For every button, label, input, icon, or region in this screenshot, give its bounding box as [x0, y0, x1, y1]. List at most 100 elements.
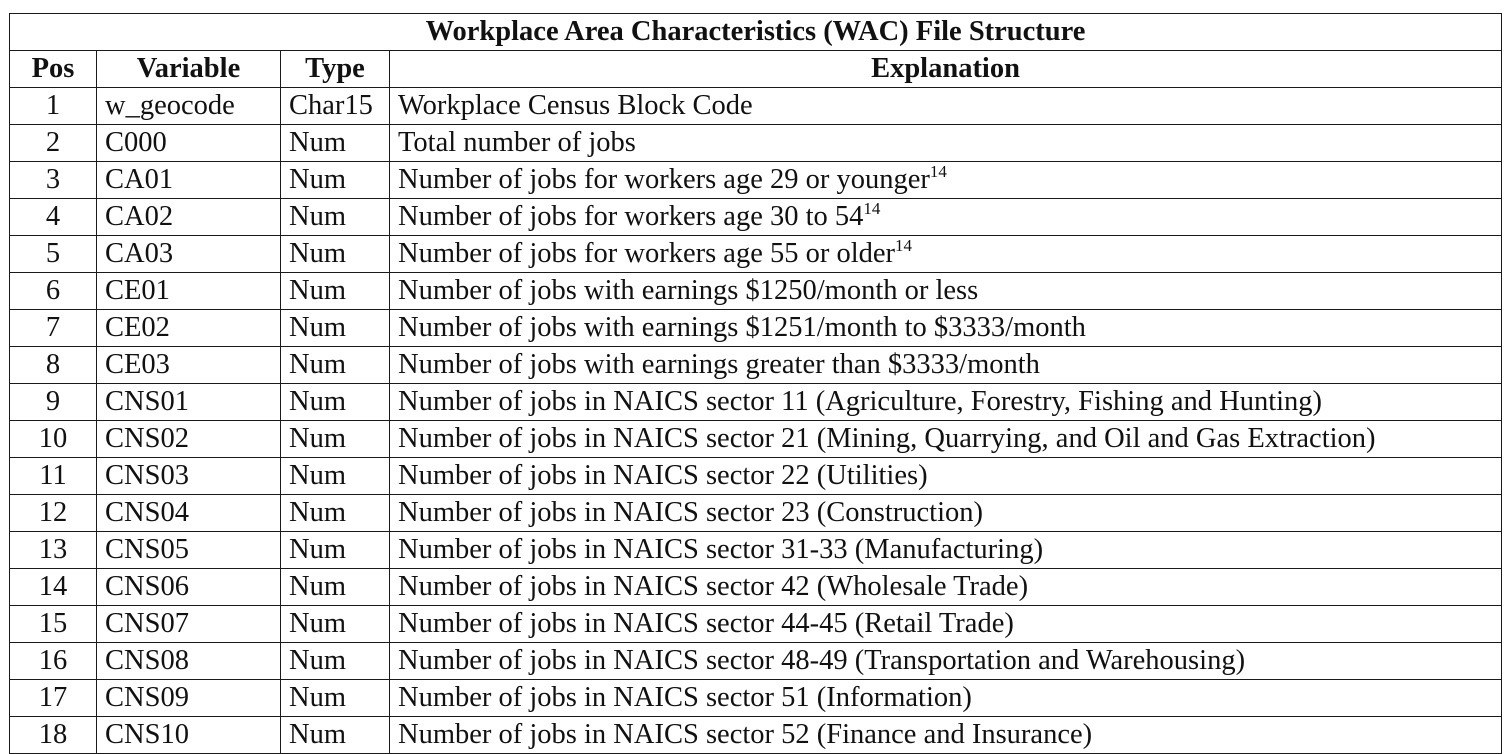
cell-pos: 11	[9, 457, 97, 495]
table-header-row: Pos Variable Type Explanation	[9, 50, 1503, 88]
cell-pos: 3	[9, 161, 97, 199]
cell-variable: C000	[96, 124, 281, 162]
cell-variable: CA03	[96, 235, 281, 273]
cell-type: Num	[280, 457, 390, 495]
cell-explanation: Number of jobs with earnings greater tha…	[388, 346, 1503, 384]
cell-pos: 4	[9, 198, 97, 236]
cell-type: Num	[280, 346, 390, 384]
explanation-text: Number of jobs in NAICS sector 42 (Whole…	[398, 571, 1029, 602]
cell-type: Num	[280, 309, 390, 347]
table-row: 17 CNS09 Num Number of jobs in NAICS sector…	[9, 679, 1503, 717]
table-row: 1 w_geocode Char15 Workplace Census Block C…	[9, 87, 1503, 125]
table-row: 8 CE03 Num Number of jobs with earnings gre…	[9, 346, 1503, 384]
table-title: Workplace Area Characteristics (WAC) Fil…	[8, 13, 1503, 51]
table-body: 1 w_geocode Char15 Workplace Census Block C…	[9, 87, 1503, 754]
explanation-text: Number of jobs for workers age 29 or you…	[398, 164, 930, 195]
cell-explanation: Number of jobs in NAICS sector 52 (Finan…	[388, 716, 1503, 754]
column-header-explanation: Explanation	[388, 50, 1503, 88]
footnote-ref: 14	[863, 199, 881, 218]
cell-explanation: Number of jobs with earnings $1250/month…	[388, 272, 1503, 310]
column-header-pos: Pos	[9, 50, 97, 88]
explanation-text: Number of jobs in NAICS sector 44-45 (Re…	[398, 608, 1014, 639]
cell-explanation: Workplace Census Block Code	[388, 87, 1503, 125]
table-row: 2 C000 Num Total number of jobs	[9, 124, 1503, 162]
cell-pos: 8	[9, 346, 97, 384]
explanation-text: Number of jobs in NAICS sector 21 (Minin…	[398, 423, 1376, 454]
table-row: 3 CA01 Num Number of jobs for workers age 2…	[9, 161, 1503, 199]
explanation-text: Number of jobs for workers age 30 to 54	[398, 201, 864, 232]
cell-explanation: Number of jobs in NAICS sector 21 (Minin…	[388, 420, 1503, 458]
cell-type: Num	[280, 716, 390, 754]
cell-explanation: Total number of jobs	[388, 124, 1503, 162]
table-row: 14 CNS06 Num Number of jobs in NAICS sector…	[9, 568, 1503, 606]
document-page: Workplace Area Characteristics (WAC) Fil…	[8, 13, 1503, 754]
cell-pos: 12	[9, 494, 97, 532]
cell-type: Num	[280, 198, 390, 236]
explanation-text: Number of jobs in NAICS sector 31-33 (Ma…	[398, 534, 1044, 565]
table-title-row: Workplace Area Characteristics (WAC) Fil…	[8, 13, 1503, 51]
cell-pos: 9	[9, 383, 97, 421]
cell-type: Num	[280, 679, 390, 717]
cell-variable: CE01	[96, 272, 281, 310]
cell-type: Num	[280, 161, 390, 199]
cell-explanation: Number of jobs in NAICS sector 48-49 (Tr…	[388, 642, 1503, 680]
column-header-type: Type	[280, 50, 390, 88]
cell-pos: 10	[9, 420, 97, 458]
cell-type: Num	[280, 272, 390, 310]
cell-pos: 18	[9, 716, 97, 754]
cell-variable: CNS08	[96, 642, 281, 680]
cell-explanation: Number of jobs in NAICS sector 44-45 (Re…	[388, 605, 1503, 643]
cell-variable: CA02	[96, 198, 281, 236]
explanation-text: Number of jobs with earnings greater tha…	[398, 349, 1040, 380]
cell-variable: CE02	[96, 309, 281, 347]
cell-explanation: Number of jobs with earnings $1251/month…	[388, 309, 1503, 347]
table-row: 9 CNS01 Num Number of jobs in NAICS sector …	[9, 383, 1503, 421]
table-row: 12 CNS04 Num Number of jobs in NAICS sector…	[9, 494, 1503, 532]
cell-pos: 6	[9, 272, 97, 310]
footnote-ref: 14	[895, 236, 913, 255]
cell-type: Num	[280, 531, 390, 569]
cell-variable: CA01	[96, 161, 281, 199]
cell-variable: CNS06	[96, 568, 281, 606]
footnote-ref: 14	[929, 162, 947, 181]
explanation-text: Number of jobs for workers age 55 or old…	[398, 238, 896, 269]
cell-variable: CNS02	[96, 420, 281, 458]
table-row: 4 CA02 Num Number of jobs for workers age 3…	[9, 198, 1503, 236]
cell-explanation: Number of jobs for workers age 30 to 541…	[388, 198, 1503, 236]
explanation-text: Number of jobs in NAICS sector 11 (Agric…	[398, 386, 1323, 417]
explanation-text: Workplace Census Block Code	[398, 90, 753, 121]
cell-variable: CNS01	[96, 383, 281, 421]
explanation-text: Number of jobs with earnings $1250/month…	[398, 275, 979, 306]
cell-pos: 5	[9, 235, 97, 273]
explanation-text: Number of jobs with earnings $1251/month…	[398, 312, 1086, 343]
wac-file-structure-table: Workplace Area Characteristics (WAC) Fil…	[8, 13, 1503, 754]
cell-explanation: Number of jobs in NAICS sector 23 (Const…	[388, 494, 1503, 532]
cell-variable: CE03	[96, 346, 281, 384]
table-row: 15 CNS07 Num Number of jobs in NAICS sector…	[9, 605, 1503, 643]
cell-type: Num	[280, 568, 390, 606]
cell-variable: CNS07	[96, 605, 281, 643]
cell-type: Num	[280, 494, 390, 532]
table-row: 18 CNS10 Num Number of jobs in NAICS sector…	[9, 716, 1503, 754]
cell-pos: 14	[9, 568, 97, 606]
table-row: 7 CE02 Num Number of jobs with earnings $12…	[9, 309, 1503, 347]
cell-variable: CNS09	[96, 679, 281, 717]
cell-type: Num	[280, 124, 390, 162]
cell-type: Num	[280, 383, 390, 421]
cell-pos: 7	[9, 309, 97, 347]
cell-type: Num	[280, 642, 390, 680]
cell-pos: 13	[9, 531, 97, 569]
cell-explanation: Number of jobs in NAICS sector 51 (Infor…	[388, 679, 1503, 717]
explanation-text: Number of jobs in NAICS sector 48-49 (Tr…	[398, 645, 1246, 676]
table-row: 10 CNS02 Num Number of jobs in NAICS sector…	[9, 420, 1503, 458]
cell-explanation: Number of jobs for workers age 55 or old…	[388, 235, 1503, 273]
explanation-text: Number of jobs in NAICS sector 23 (Const…	[398, 497, 983, 528]
table-row: 6 CE01 Num Number of jobs with earnings $12…	[9, 272, 1503, 310]
table-row: 13 CNS05 Num Number of jobs in NAICS sector…	[9, 531, 1503, 569]
cell-explanation: Number of jobs in NAICS sector 42 (Whole…	[388, 568, 1503, 606]
column-header-variable: Variable	[96, 50, 281, 88]
cell-explanation: Number of jobs in NAICS sector 31-33 (Ma…	[388, 531, 1503, 569]
cell-pos: 16	[9, 642, 97, 680]
cell-type: Num	[280, 420, 390, 458]
cell-variable: CNS05	[96, 531, 281, 569]
